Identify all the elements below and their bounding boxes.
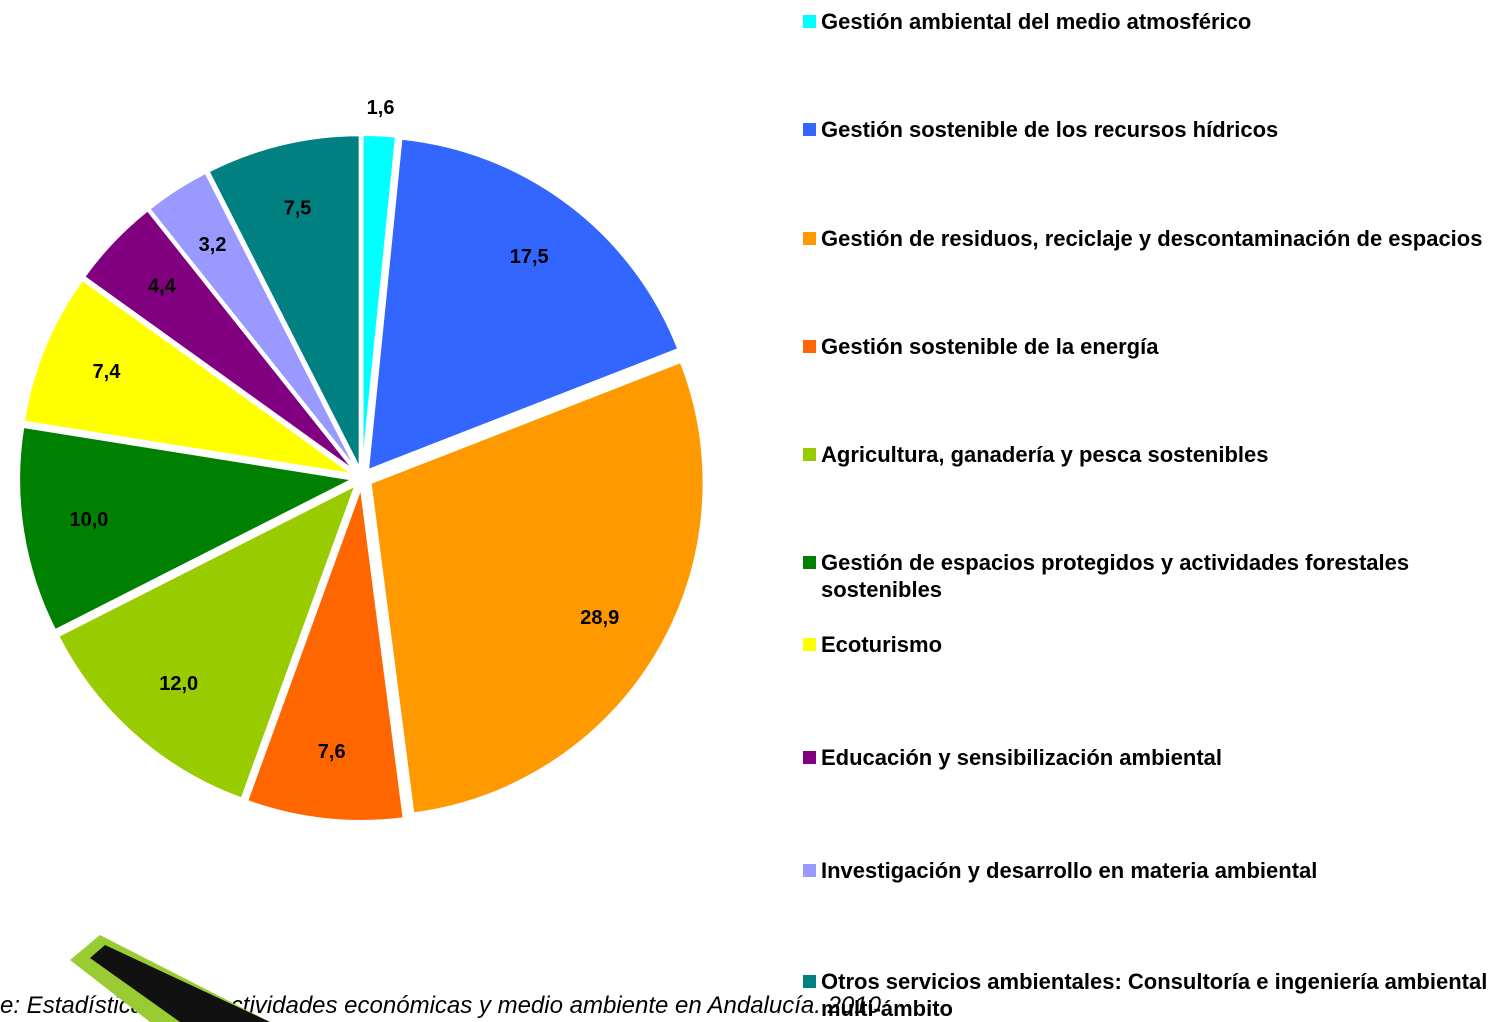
legend-swatch [803,15,816,28]
legend-item: Gestión de residuos, reciclaje y descont… [803,225,1493,252]
slice [245,487,405,822]
legend-item: Investigación y desarrollo en materia am… [803,857,1493,884]
slice [361,134,397,469]
legend-item: Ecoturismo [803,631,1493,658]
slice [22,278,354,476]
data-label: 7,5 [284,198,312,220]
legend-label: Gestión de espacios protegidos y activid… [821,550,1410,602]
legend-item: Gestión ambiental del medio atmosférico [803,8,1493,35]
legend-swatch [803,123,816,136]
legend-swatch [803,556,816,569]
legend-swatch [803,975,816,988]
data-label: 10,0 [69,509,108,531]
legend-label: Educación y sensibilización ambiental [821,745,1223,770]
legend-swatch [803,864,816,877]
legend-label: Gestión ambiental del medio atmosférico [821,9,1252,34]
legend-label: Ecoturismo [821,632,943,657]
slice [18,425,356,632]
data-label: 7,6 [318,741,346,763]
legend-item: Gestión de espacios protegidos y activid… [803,549,1493,603]
legend-label: Gestión sostenible de los recursos hídri… [821,117,1279,142]
data-label: 7,4 [93,361,122,383]
legend-label: Investigación y desarrollo en materia am… [821,858,1318,883]
decoration [70,935,270,1022]
legend-swatch [803,232,816,245]
data-label: 28,9 [580,607,619,629]
legend-label: Otros servicios ambientales: Consultoría… [821,969,1488,1021]
chart: 1,6 17,5 28,9 7,6 12,0 10,0 7,4 4,4 3,2 7,5 [18,97,705,822]
data-label: 1,6 [367,97,395,119]
slice [82,209,356,472]
data-label: 17,5 [510,246,549,268]
slice [147,171,358,471]
legend-item: Agricultura, ganadería y pesca sostenibl… [803,441,1493,468]
legend-swatch [803,638,816,651]
slice [366,137,680,472]
legend-label: Agricultura, ganadería y pesca sostenibl… [821,442,1269,467]
data-label: 12,0 [159,673,198,695]
legend-swatch [803,751,816,764]
legend-item: Otros servicios ambientales: Consultoría… [803,968,1493,1022]
legend-item: Gestión sostenible de los recursos hídri… [803,116,1493,143]
legend-item: Gestión sostenible de la energía [803,333,1493,360]
legend-item: Educación y sensibilización ambiental [803,744,1493,771]
slice [57,483,358,800]
arrow-dark [90,945,270,1022]
legend-label: Gestión de residuos, reciclaje y descont… [821,226,1483,251]
slice [369,360,705,815]
legend-swatch [803,448,816,461]
legend-swatch [803,340,816,353]
data-label: 4,4 [148,276,177,298]
legend-label: Gestión sostenible de la energía [821,334,1159,359]
slice [207,134,361,469]
data-label: 3,2 [199,234,227,256]
